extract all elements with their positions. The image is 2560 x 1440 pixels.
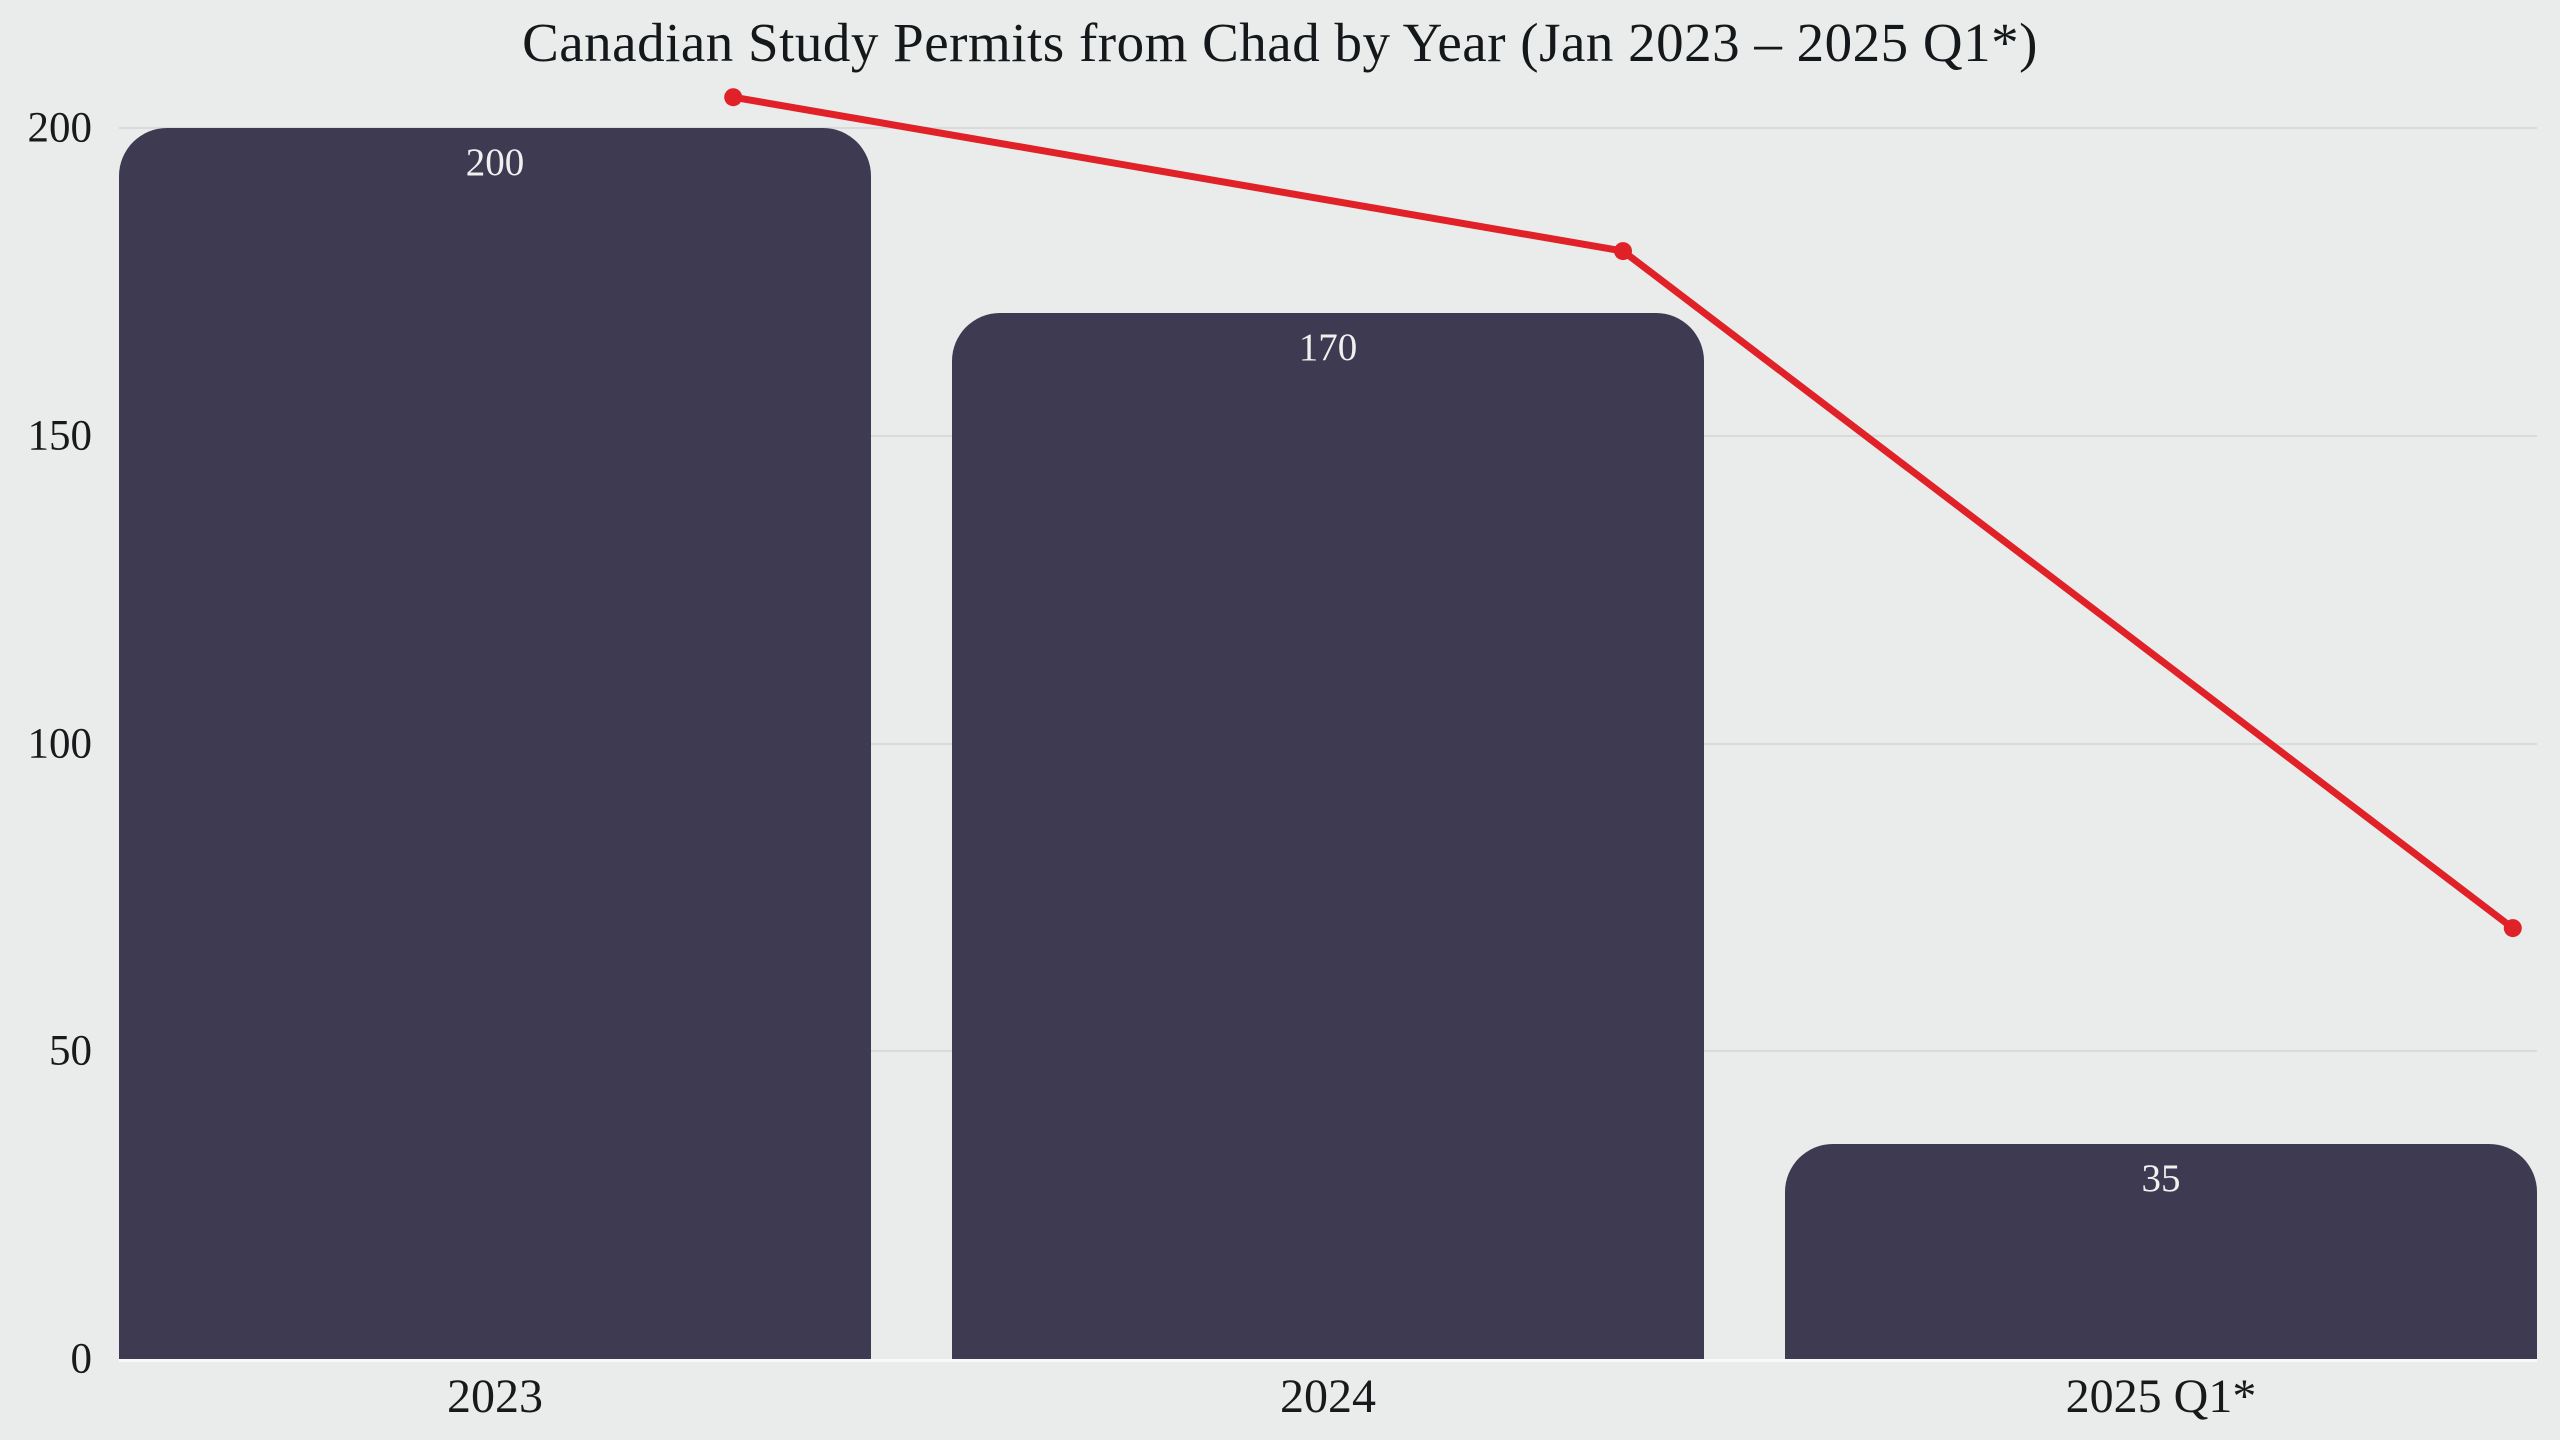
x-tick-label-2024: 2024 — [1280, 1370, 1376, 1423]
bar-value-label: 200 — [465, 141, 525, 184]
bar-2024: 170 — [952, 312, 1704, 1359]
x-tick-label-2023: 2023 — [447, 1370, 543, 1423]
bar-2025-q1*: 35 — [1785, 1143, 2537, 1359]
y-tick-label-150: 150 — [27, 412, 93, 460]
y-tick-label-200: 200 — [27, 104, 93, 152]
x-tick-label-2025-q1*: 2025 Q1* — [2065, 1370, 2257, 1423]
y-tick-label-100: 100 — [27, 720, 93, 767]
y-tick-label-50: 50 — [49, 1027, 92, 1075]
chart-title: Canadian Study Permits from Chad by Year… — [522, 12, 2038, 73]
y-tick-label-0: 0 — [70, 1335, 93, 1383]
bar-value-label: 170 — [1298, 325, 1358, 369]
bar-value-label: 35 — [2141, 1156, 2181, 1200]
bar-2023: 200 — [119, 128, 871, 1359]
axis-baseline — [119, 1359, 2537, 1362]
